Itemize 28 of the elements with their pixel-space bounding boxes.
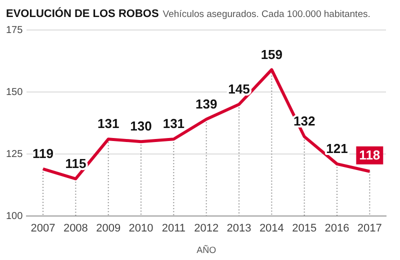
chart-title: EVOLUCIÓN DE LOS ROBOS [6, 8, 159, 20]
x-tick-label: 2017 [357, 222, 382, 235]
x-tick-label: 2015 [292, 222, 317, 235]
x-tick-label: 2012 [194, 222, 219, 235]
y-tick-label: 150 [6, 86, 24, 98]
data-label: 119 [32, 146, 54, 161]
x-axis-title: AÑO [196, 245, 216, 256]
x-tick-label: 2008 [63, 222, 88, 235]
chart-subtitle: Vehículos asegurados. Cada 100.000 habitantes. [162, 9, 370, 20]
x-tick-label: 2011 [162, 222, 186, 235]
x-tick-label: 2009 [96, 222, 121, 235]
x-tick-label: 2013 [226, 222, 252, 235]
x-tick-label: 2007 [30, 222, 56, 235]
y-tick-label: 125 [6, 148, 24, 160]
data-label: 131 [162, 116, 185, 132]
data-label: 145 [228, 81, 250, 96]
data-label: 159 [260, 46, 283, 62]
x-tick-label: 2010 [128, 222, 154, 235]
data-label: 118 [359, 147, 380, 162]
y-tick-label: 175 [6, 24, 24, 36]
data-label: 139 [195, 96, 218, 112]
y-tick-label: 100 [6, 210, 24, 222]
x-tick-label: 2016 [324, 222, 350, 235]
data-label: 131 [97, 116, 120, 132]
x-tick-label: 2014 [259, 222, 284, 235]
data-label: 130 [130, 118, 152, 134]
data-label: 121 [326, 141, 348, 156]
data-label: 115 [65, 156, 86, 171]
